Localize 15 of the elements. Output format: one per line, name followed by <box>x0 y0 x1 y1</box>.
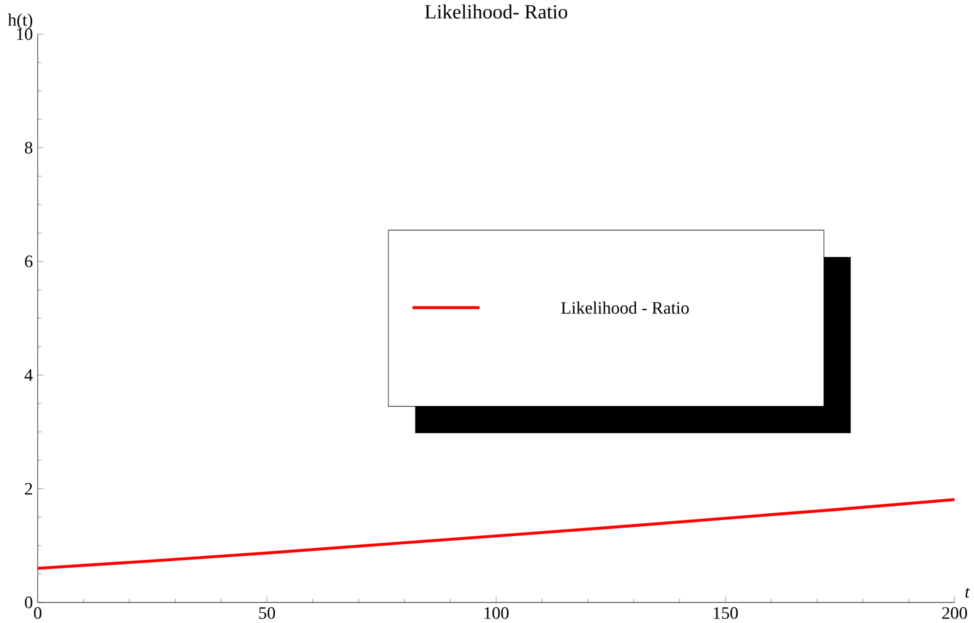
y-tick-label: 10 <box>17 28 32 40</box>
x-tick-label: 200 <box>942 606 968 619</box>
y-tick-label: 8 <box>24 142 32 154</box>
y-tick-label: 0 <box>24 596 32 608</box>
chart-title: Likelihood- Ratio <box>424 4 568 18</box>
y-axis-title: h(t) <box>8 13 32 30</box>
text: Likelihood - Ratio <box>561 301 689 314</box>
y-tick-label: 6 <box>25 255 32 268</box>
y-tick-label: 4 <box>24 369 33 381</box>
y-tick-label: 2 <box>25 482 32 494</box>
x-tick-label: 0 <box>34 606 42 619</box>
x-tick-label: 150 <box>714 606 738 619</box>
x-axis-title: t <box>965 588 970 598</box>
x-tick-label: 50 <box>259 606 275 619</box>
x-tick-label: 100 <box>484 606 509 619</box>
